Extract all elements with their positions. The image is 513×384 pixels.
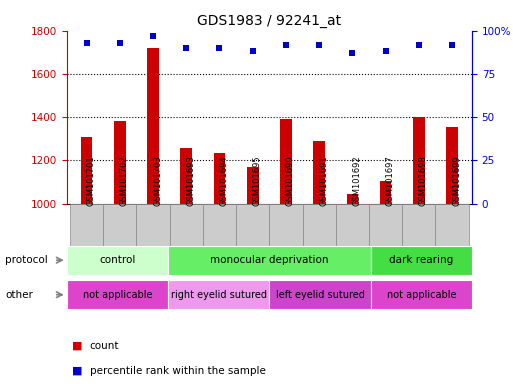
Bar xyxy=(214,153,225,204)
Text: monocular deprivation: monocular deprivation xyxy=(210,255,328,265)
Bar xyxy=(170,204,203,246)
Bar xyxy=(446,127,458,204)
Text: percentile rank within the sample: percentile rank within the sample xyxy=(90,366,266,376)
Text: ■: ■ xyxy=(72,366,82,376)
Bar xyxy=(67,246,168,275)
Bar xyxy=(380,181,391,204)
Bar xyxy=(370,246,472,275)
Bar xyxy=(369,204,402,246)
Text: control: control xyxy=(99,255,135,265)
Bar xyxy=(70,204,103,246)
Bar xyxy=(269,204,303,246)
Text: protocol: protocol xyxy=(5,255,48,265)
Text: not applicable: not applicable xyxy=(387,290,456,300)
Bar xyxy=(269,280,370,309)
Bar xyxy=(347,194,358,204)
Bar xyxy=(303,204,336,246)
Bar xyxy=(336,204,369,246)
Text: left eyelid sutured: left eyelid sutured xyxy=(275,290,364,300)
Text: GSM101691: GSM101691 xyxy=(319,155,328,206)
Bar xyxy=(168,246,370,275)
Text: GSM101697: GSM101697 xyxy=(386,155,394,206)
Text: GSM101703: GSM101703 xyxy=(153,155,162,206)
Text: GSM101690: GSM101690 xyxy=(286,155,295,206)
Bar xyxy=(81,137,92,204)
Text: GSM101693: GSM101693 xyxy=(186,155,195,206)
Text: count: count xyxy=(90,341,120,351)
Bar xyxy=(413,117,425,204)
Bar xyxy=(313,141,325,204)
Text: GSM101699: GSM101699 xyxy=(452,155,461,206)
Bar xyxy=(181,149,192,204)
Text: GSM101692: GSM101692 xyxy=(352,155,361,206)
Bar xyxy=(402,204,436,246)
Bar xyxy=(247,167,259,204)
Bar xyxy=(236,204,269,246)
Bar xyxy=(136,204,170,246)
Text: GSM101701: GSM101701 xyxy=(87,155,95,206)
Text: not applicable: not applicable xyxy=(83,290,152,300)
Text: GSM101694: GSM101694 xyxy=(220,155,228,206)
Bar xyxy=(280,119,292,204)
Text: dark rearing: dark rearing xyxy=(389,255,453,265)
Title: GDS1983 / 92241_at: GDS1983 / 92241_at xyxy=(198,14,341,28)
Bar xyxy=(103,204,136,246)
Text: GSM101698: GSM101698 xyxy=(419,155,428,206)
Bar xyxy=(370,280,472,309)
Text: right eyelid sutured: right eyelid sutured xyxy=(171,290,267,300)
Bar xyxy=(168,280,269,309)
Bar xyxy=(67,280,168,309)
Text: ■: ■ xyxy=(72,341,82,351)
Bar xyxy=(114,121,126,204)
Text: GSM101702: GSM101702 xyxy=(120,155,129,206)
Bar xyxy=(203,204,236,246)
Text: other: other xyxy=(5,290,33,300)
Text: GSM101695: GSM101695 xyxy=(253,155,262,206)
Bar xyxy=(436,204,469,246)
Bar xyxy=(147,48,159,204)
